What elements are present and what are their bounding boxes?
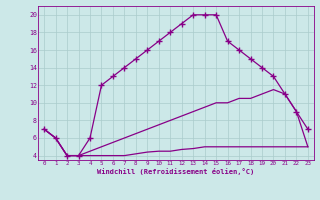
X-axis label: Windchill (Refroidissement éolien,°C): Windchill (Refroidissement éolien,°C) (97, 168, 255, 175)
